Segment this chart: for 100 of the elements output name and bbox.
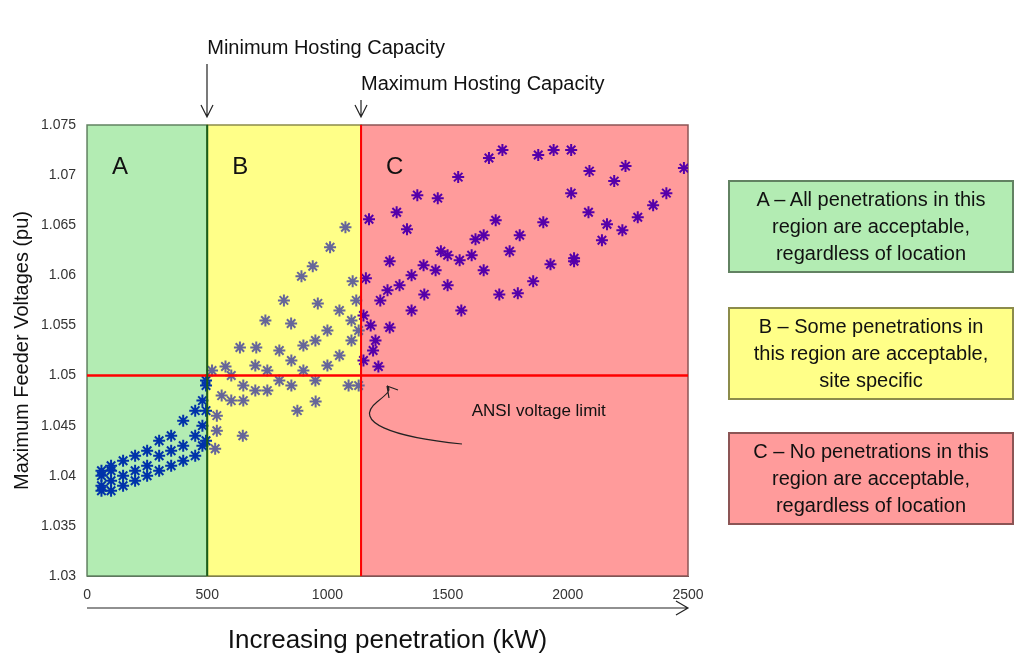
point (310, 296, 325, 311)
x-tick-label: 1500 (432, 586, 464, 603)
point (356, 308, 371, 323)
point (404, 268, 419, 283)
point (599, 217, 614, 232)
point (392, 278, 407, 293)
point (232, 340, 247, 355)
x-tick-label: 500 (195, 586, 220, 603)
point (389, 205, 404, 220)
x-axis-title: Increasing penetration (kW) (227, 623, 548, 654)
point (236, 393, 251, 408)
point (284, 378, 299, 393)
point (452, 253, 467, 268)
point (116, 453, 131, 468)
point (323, 240, 338, 255)
point (276, 293, 291, 308)
point (546, 143, 561, 158)
point (416, 258, 431, 273)
y-tick-label: 1.06 (48, 266, 77, 283)
point (564, 143, 579, 158)
ref-line-label: Maximum Hosting Capacity (361, 71, 605, 94)
x-tick-label: 0 (83, 586, 92, 603)
point (433, 244, 448, 259)
point (615, 223, 630, 238)
point (510, 286, 525, 301)
y-tick-label: 1.055 (40, 316, 77, 333)
y-tick-label: 1.04 (48, 466, 77, 483)
point (128, 448, 143, 463)
point (188, 403, 203, 418)
y-tick-label: 1.07 (48, 165, 77, 182)
point (341, 378, 356, 393)
point (294, 269, 309, 284)
point (659, 186, 674, 201)
point (366, 343, 381, 358)
point (362, 212, 377, 227)
ref-line-label: Minimum Hosting Capacity (207, 35, 446, 58)
point (468, 232, 483, 247)
point (128, 473, 143, 488)
point (308, 394, 323, 409)
point (351, 323, 366, 338)
point (363, 318, 378, 333)
point (526, 274, 541, 289)
point (199, 403, 214, 418)
point (128, 463, 143, 478)
point (199, 433, 214, 448)
point (104, 483, 119, 498)
point (582, 164, 597, 179)
point (116, 478, 131, 493)
text: C – No penetrations in this region are acceptable, regardless of location (728, 432, 1014, 525)
point (164, 443, 179, 458)
point (224, 393, 239, 408)
point (404, 303, 419, 318)
point (440, 278, 455, 293)
point (214, 388, 229, 403)
x-tick-label: 2000 (552, 586, 584, 603)
point (410, 188, 425, 203)
point (248, 383, 263, 398)
y-tick-label: 1.05 (48, 366, 77, 383)
point (581, 205, 596, 220)
point (209, 423, 224, 438)
point (320, 358, 335, 373)
point (176, 438, 191, 453)
point (536, 215, 551, 230)
point (140, 458, 155, 473)
point (464, 248, 479, 263)
x-tick-label: 2500 (672, 586, 704, 603)
point (451, 170, 466, 185)
point (188, 448, 203, 463)
point (618, 159, 633, 174)
y-tick-label: 1.03 (48, 566, 77, 583)
point (235, 428, 250, 443)
point (646, 198, 661, 213)
point (564, 186, 579, 201)
point (272, 343, 287, 358)
point (248, 358, 263, 373)
point (531, 148, 546, 163)
point (164, 428, 179, 443)
point (351, 378, 366, 393)
point (224, 368, 239, 383)
point (332, 303, 347, 318)
point (152, 433, 167, 448)
point (320, 323, 335, 338)
point (481, 151, 496, 166)
y-tick-label: 1.045 (40, 416, 77, 433)
point (338, 220, 353, 235)
text: A – All penetrations in this region are acceptable, regardless of location (728, 180, 1014, 273)
point (417, 287, 432, 302)
point (249, 340, 264, 355)
point (176, 453, 191, 468)
y-tick-label: 1.035 (40, 516, 77, 533)
point (495, 143, 510, 158)
point (284, 353, 299, 368)
point (332, 348, 347, 363)
point (236, 378, 251, 393)
point (140, 443, 155, 458)
x-tick-label: 1000 (311, 586, 344, 603)
point (140, 468, 155, 483)
y-tick-label: 1.065 (40, 216, 77, 233)
point (492, 287, 507, 302)
point (258, 313, 273, 328)
